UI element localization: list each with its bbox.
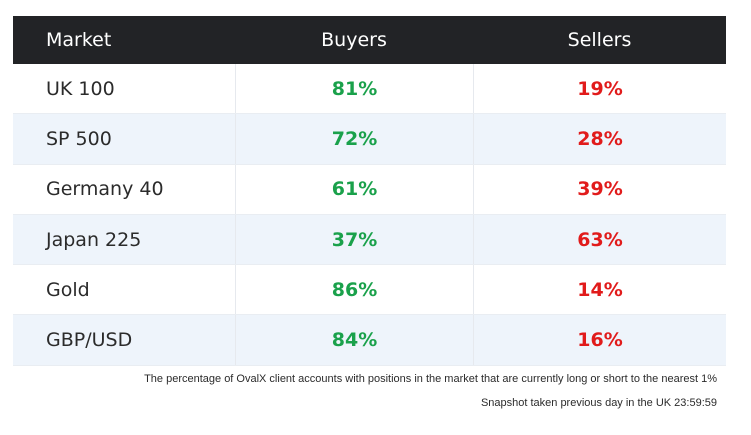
market-name: UK 100 [46, 77, 115, 100]
market-name: Germany 40 [46, 178, 164, 201]
table-row: GBP/USD 84% 16% [13, 315, 726, 366]
market-name: SP 500 [46, 127, 112, 150]
sellers-percent: 39% [473, 164, 726, 214]
sellers-percent: 28% [473, 114, 726, 164]
buyers-percent: 81% [235, 64, 473, 114]
buyers-percent: 37% [235, 214, 473, 265]
footnote-description: The percentage of OvalX client accounts … [144, 373, 717, 385]
sentiment-table: Market Buyers Sellers UK 100 81% 19% SP … [13, 16, 726, 366]
table-header: Market Buyers Sellers [13, 16, 726, 64]
market-name: Japan 225 [46, 228, 142, 251]
market-name: Gold [46, 278, 90, 301]
sellers-percent: 16% [473, 315, 726, 365]
table-row: Germany 40 61% 39% [13, 164, 726, 215]
header-market: Market [46, 29, 112, 51]
sellers-percent: 63% [473, 214, 726, 265]
table-row: Gold 86% 14% [13, 265, 726, 316]
buyers-percent: 84% [235, 315, 473, 365]
market-name: GBP/USD [46, 329, 133, 352]
sellers-percent: 19% [473, 64, 726, 114]
footnote-snapshot: Snapshot taken previous day in the UK 23… [480, 397, 717, 409]
header-sellers: Sellers [567, 29, 632, 51]
header-buyers: Buyers [321, 29, 387, 51]
table-row: Japan 225 37% 63% [13, 214, 726, 266]
buyers-percent: 86% [235, 265, 473, 315]
table-row: SP 500 72% 28% [13, 114, 726, 165]
buyers-percent: 72% [235, 114, 473, 164]
table-row: UK 100 81% 19% [13, 64, 726, 115]
sellers-percent: 14% [473, 265, 726, 315]
buyers-percent: 61% [235, 164, 473, 214]
